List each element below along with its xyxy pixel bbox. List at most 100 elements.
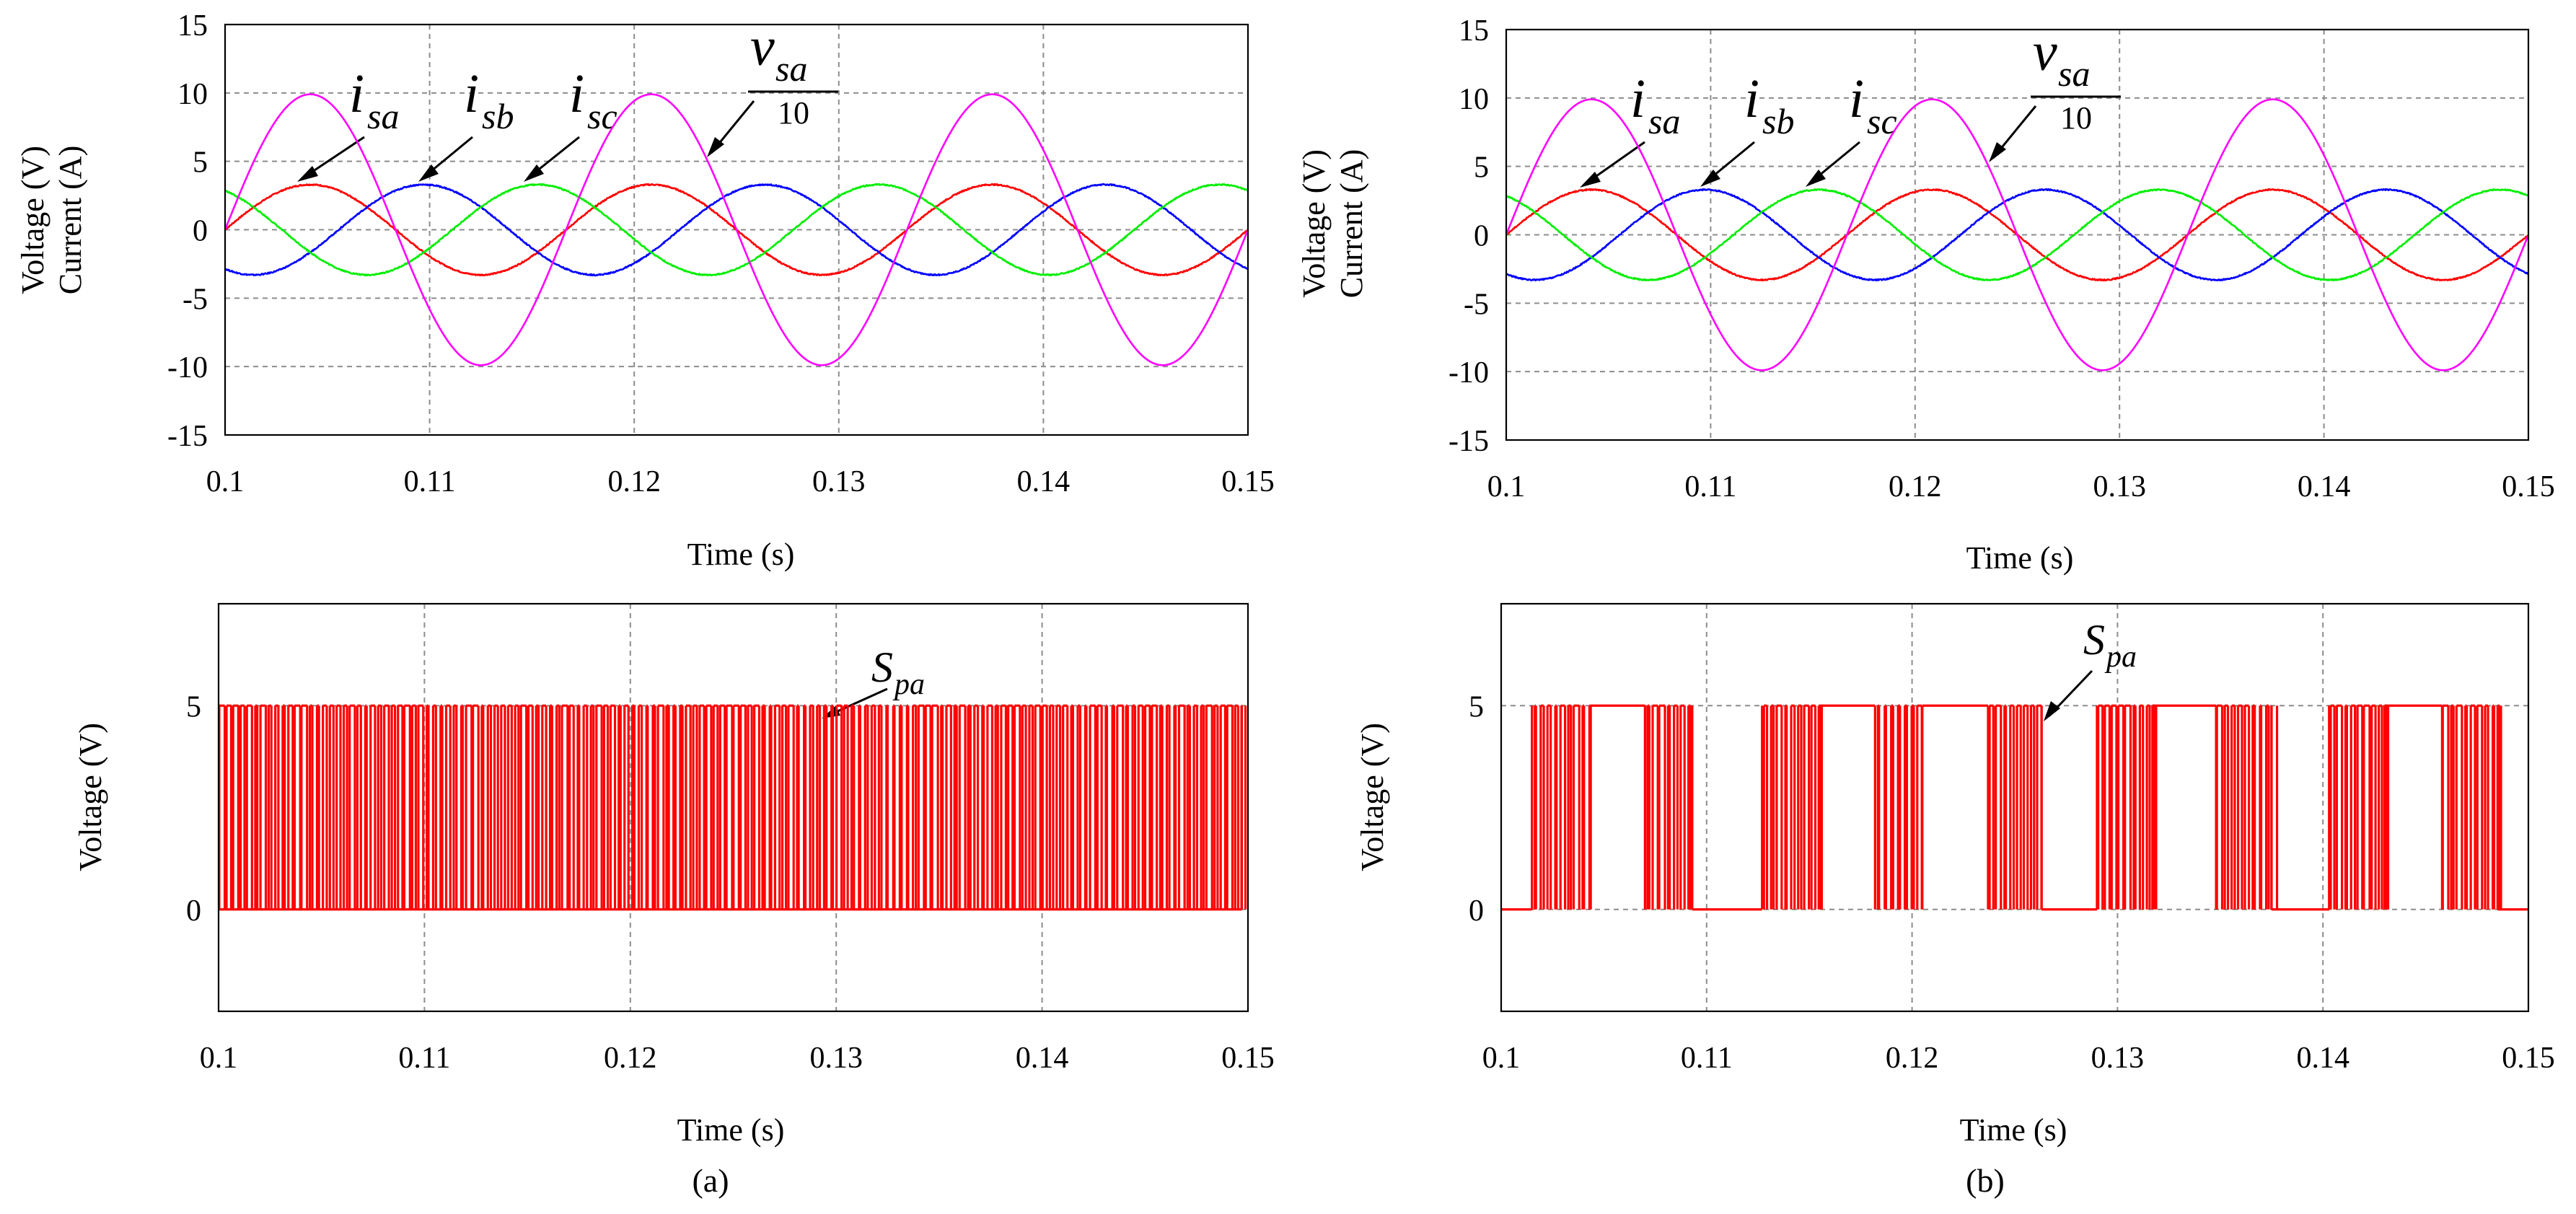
y-tick-label: -5 — [1464, 288, 1489, 321]
y-tick-label: 5 — [193, 146, 208, 180]
gridlines-b-top — [1506, 30, 2528, 440]
xlabel-b-bottom: Time (s) — [1960, 1112, 2067, 1148]
annotation-vsa-sub: sa — [775, 48, 807, 89]
x-tick-label: 0.12 — [607, 465, 661, 498]
ylabel-voltage-a-bottom: Voltage (V) — [73, 723, 108, 871]
arrowhead-vsa-b — [1989, 142, 2006, 162]
x-tick-label: 0.13 — [2091, 1042, 2145, 1075]
y-tick-label: -10 — [167, 351, 208, 384]
series-a-bottom — [219, 704, 1247, 911]
arrowhead-isb-b — [1700, 170, 1720, 187]
annotation-isc-b-main: i — [1849, 69, 1864, 129]
arrowhead-isa-b — [1580, 172, 1601, 188]
annotation-isb-b-main: i — [1744, 69, 1759, 129]
annotation-vsa: v sa 10 — [707, 17, 838, 157]
annotation-isa-b-main: i — [1630, 69, 1645, 129]
chart-b-top: Voltage (V) Current (A) Time (s) i sa i … — [1296, 14, 2555, 576]
x-tick-label: 0.13 — [812, 465, 866, 498]
y-tick-label: -15 — [1449, 425, 1489, 458]
x-tick-label: 0.14 — [1016, 1042, 1069, 1075]
tick-labels-a-top: 0.1 0.11 0.12 0.13 0.14 0.15 -15 -10 -5 0 5 10 15 — [167, 9, 1275, 498]
y-tick-label: 10 — [177, 78, 208, 111]
annotation-isc-main: i — [569, 63, 584, 124]
tick-labels-b-bottom: 0.1 0.11 0.12 0.13 0.14 0.15 0 5 — [1469, 690, 2555, 1075]
xlabel-a-bottom: Time (s) — [677, 1112, 785, 1148]
x-tick-label: 0.11 — [398, 1042, 450, 1075]
y-tick-label: 5 — [186, 690, 201, 723]
annotation-isb-b-sub: sb — [1762, 101, 1794, 141]
x-tick-label: 0.12 — [1886, 1042, 1939, 1075]
annotation-isa-main: i — [349, 63, 364, 124]
xlabel-a-top: Time (s) — [687, 537, 795, 572]
annotation-isa-sub: sa — [367, 96, 399, 136]
plot-frame-b-top — [1505, 28, 2530, 441]
ylabel-current-b-top: Current (A) — [1334, 149, 1369, 299]
ylabel-voltage-a-top: Voltage (V) — [15, 146, 50, 294]
pwm-signal-a-bottom — [219, 704, 1247, 911]
annotation-vsa-main: v — [750, 17, 775, 77]
y-tick-label: 5 — [1474, 151, 1489, 185]
x-tick-label: 0.12 — [1889, 470, 1942, 503]
ylabel-voltage-b-top: Voltage (V) — [1296, 149, 1332, 298]
y-tick-label: -10 — [1449, 356, 1489, 390]
chart-a-top: Voltage (V) Current (A) Time (s) i sa i … — [15, 9, 1275, 572]
x-tick-label: 0.15 — [2502, 470, 2555, 503]
x-tick-label: 0.1 — [200, 1042, 238, 1075]
y-tick-label: -15 — [167, 420, 208, 453]
gridlines-a-top — [225, 25, 1248, 435]
panel-label-a: (a) — [692, 1162, 729, 1199]
ylabel-current-a-top: Current (A) — [53, 146, 88, 295]
annotation-vsa-b: v sa 10 — [1989, 22, 2121, 162]
x-tick-label: 0.14 — [2296, 1042, 2349, 1075]
plot-frame-a-bottom — [217, 602, 1249, 1013]
annotation-isb-b: i sb — [1700, 69, 1794, 187]
y-tick-label: 10 — [1459, 83, 1489, 116]
arrowhead-isb — [418, 164, 439, 182]
x-tick-label: 0.13 — [809, 1042, 863, 1075]
arrowhead-isa — [297, 166, 318, 182]
series-line-isc — [1506, 188, 2528, 282]
annotation-spa-b: S pa — [2044, 616, 2137, 721]
y-tick-label: 0 — [193, 215, 208, 248]
x-tick-label: 0.1 — [1487, 470, 1526, 503]
x-tick-label: 0.14 — [2298, 470, 2351, 503]
pwm-signal-b-bottom — [1501, 704, 2528, 911]
annotation-isc-sub: sc — [587, 96, 617, 136]
x-tick-label: 0.1 — [1482, 1042, 1521, 1075]
annotation-spa-a-sub: pa — [892, 668, 925, 701]
annotation-isa-b: i sa — [1580, 69, 1680, 188]
x-tick-label: 0.14 — [1017, 465, 1071, 498]
y-tick-label: -5 — [183, 283, 208, 316]
y-tick-label: 0 — [186, 894, 201, 928]
x-tick-label: 0.11 — [1681, 1042, 1733, 1075]
annotation-isa: i sa — [297, 63, 399, 182]
plot-frame-a-top — [224, 23, 1249, 436]
x-tick-label: 0.13 — [2093, 470, 2146, 503]
x-tick-label: 0.15 — [2502, 1042, 2555, 1075]
series-b-top — [1506, 98, 2528, 371]
ylabel-voltage-b-bottom: Voltage (V) — [1355, 723, 1390, 871]
panel-b: (b) Voltage (V) Current (A) Time (s) i s… — [1296, 14, 2555, 1199]
series-b-bottom — [1501, 704, 2528, 911]
annotation-spa-b-main: S — [2083, 616, 2105, 664]
annotation-spa-a-main: S — [871, 643, 893, 691]
series-line-vsa — [1506, 98, 2528, 371]
xlabel-b-top: Time (s) — [1966, 540, 2074, 576]
y-tick-label: 0 — [1469, 894, 1484, 928]
x-tick-label: 0.1 — [206, 465, 245, 498]
annotation-vsa-b-main: v — [2033, 22, 2057, 82]
annotation-vsa-b-denominator: 10 — [2060, 100, 2092, 136]
y-tick-label: 5 — [1469, 690, 1484, 723]
x-tick-label: 0.11 — [404, 465, 456, 498]
y-tick-label: 15 — [177, 9, 208, 43]
y-tick-label: 15 — [1459, 14, 1489, 48]
annotation-isb-sub: sb — [482, 96, 514, 136]
arrowhead-isc-b — [1806, 170, 1826, 187]
x-tick-label: 0.15 — [1221, 465, 1275, 498]
panel-label-b: (b) — [1966, 1162, 2005, 1199]
series-line-vsa — [225, 93, 1248, 366]
annotation-spa-b-sub: pa — [2104, 641, 2137, 674]
tick-labels-a-bottom: 0.1 0.11 0.12 0.13 0.14 0.15 0 5 — [186, 690, 1275, 1075]
y-tick-label: 0 — [1474, 220, 1489, 253]
